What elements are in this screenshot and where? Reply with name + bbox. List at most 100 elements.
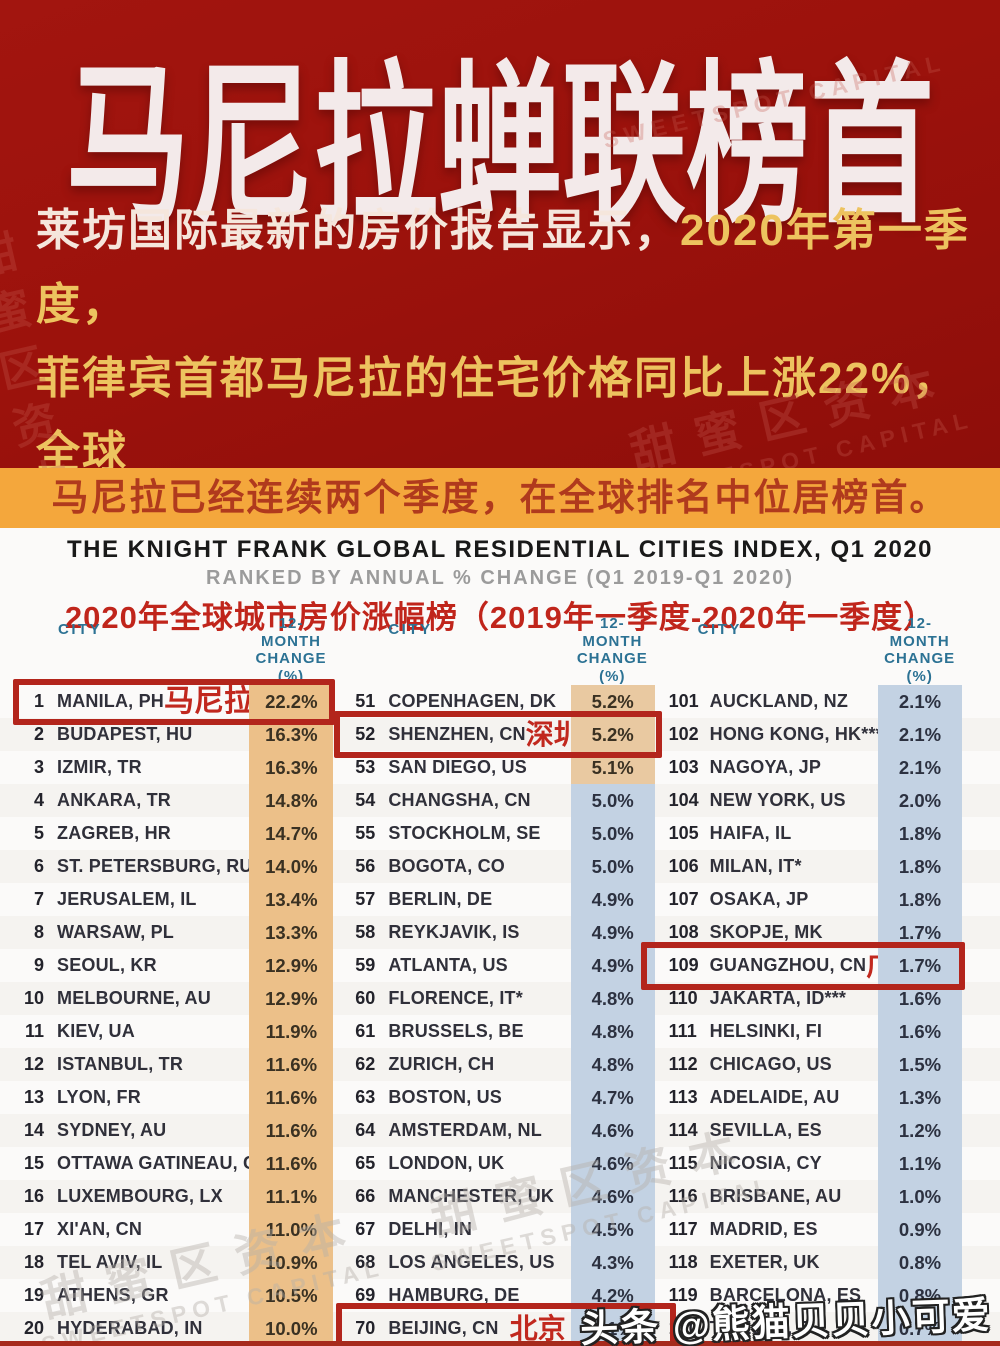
table-row: 7 JERUSALEM, IL 13.4% [0, 883, 334, 916]
change-cell: 1.5% [877, 1048, 962, 1081]
table-row: 19 ATHENS, GR 10.5% [0, 1279, 334, 1312]
change-cell: 1.8% [877, 850, 962, 883]
city-cell: HAIFA, IL [709, 823, 792, 843]
table-row: 112 CHICAGO, US 1.5% [666, 1048, 1000, 1081]
rank-cell: 11 [24, 1021, 44, 1041]
city-cell: BRUSSELS, BE [388, 1021, 524, 1041]
rank-cell: 108 [668, 922, 699, 942]
row-city-group: 102 HONG KONG, HK*** [667, 718, 883, 751]
change-cell: 2.1% [877, 751, 962, 784]
change-cell: 14.0% [249, 850, 334, 883]
rank-cell: 115 [668, 1153, 698, 1173]
change-cell: 12.9% [249, 982, 334, 1015]
row-city-group: 19 ATHENS, GR [0, 1279, 249, 1312]
table-row: 13 LYON, FR 11.6% [0, 1081, 334, 1114]
rank-cell: 57 [355, 889, 376, 909]
rank-cell: 16 [23, 1186, 44, 1206]
change-column-header: 12- MONTH CHANGE (%) [860, 615, 980, 685]
table-row: 67 DELHI, IN 4.5% [333, 1213, 666, 1246]
rank-cell: 51 [355, 691, 376, 711]
city-cell: BEIJING, CN [388, 1318, 499, 1338]
rank-cell: 69 [355, 1285, 376, 1305]
city-cell: REYKJAVIK, IS [388, 922, 520, 942]
row-city-group: 108 SKOPJE, MK [667, 916, 878, 949]
city-cell: ZURICH, CH [388, 1054, 495, 1074]
table-row: 59 ATLANTA, US 4.9% [333, 949, 666, 982]
table-row: 56 BOGOTA, CO 5.0% [333, 850, 667, 883]
city-cell: LUXEMBOURG, LX [57, 1186, 223, 1206]
intro-line1-part2: 2020年第一季度， [36, 206, 970, 329]
row-city-group: 68 LOS ANGELES, US [333, 1246, 570, 1279]
change-cell: 1.0% [877, 1180, 962, 1213]
ranking-column-51-70: CITY 12- MONTH CHANGE (%) 51 COPENHAGEN, DK… [333, 615, 676, 1346]
row-city-group: 66 MANCHESTER, UK [333, 1180, 570, 1213]
row-city-group: 104 NEW YORK, US [667, 784, 878, 817]
row-city-group: 10 MELBOURNE, AU [0, 982, 249, 1015]
city-cell: SAN DIEGO, US [388, 757, 527, 777]
change-cell: 4.9% [570, 949, 655, 982]
rank-cell: 105 [668, 823, 699, 843]
table-row: 60 FLORENCE, IT* 4.8% [333, 982, 667, 1015]
change-header-line: MONTH [889, 632, 950, 650]
change-cell: 0.9% [877, 1213, 962, 1246]
change-cell: 4.8% [570, 982, 655, 1015]
city-cell: BUDAPEST, HU [57, 724, 193, 744]
rank-cell: 107 [668, 889, 699, 909]
row-city-group: 2 BUDAPEST, HU [0, 718, 249, 751]
rank-cell: 1 [33, 691, 44, 711]
rank-cell: 15 [23, 1153, 44, 1173]
change-cell: 4.3% [570, 1246, 655, 1279]
change-column-header: 12- MONTH CHANGE (%) [231, 615, 351, 685]
row-city-group: 51 COPENHAGEN, DK [333, 685, 570, 718]
change-cell: 1.2% [877, 1114, 962, 1147]
city-cell: ISTANBUL, TR [57, 1054, 184, 1074]
table-row: 52 SHENZHEN, CN 深圳 5.2% [333, 711, 667, 758]
city-cell: LYON, FR [57, 1087, 141, 1107]
change-cell: 1.3% [877, 1081, 962, 1114]
row-city-group: 56 BOGOTA, CO [333, 850, 570, 883]
row-city-group: 11 KIEV, UA [0, 1015, 249, 1048]
rank-cell: 109 [668, 955, 699, 975]
rank-cell: 19 [23, 1285, 44, 1305]
change-cell: 10.9% [249, 1246, 334, 1279]
table-row: 18 TEL AVIV, IL 10.9% [0, 1246, 334, 1279]
city-cell: AMSTERDAM, NL [388, 1120, 542, 1140]
rank-cell: 20 [23, 1318, 44, 1338]
rank-cell: 114 [668, 1120, 698, 1140]
city-cell: EXETER, UK [709, 1252, 820, 1272]
row-city-group: 65 LONDON, UK [333, 1147, 570, 1180]
row-city-group: 3 IZMIR, TR [0, 751, 249, 784]
table-row: 108 SKOPJE, MK 1.7% [666, 916, 1000, 949]
city-cell: MADRID, ES [709, 1219, 818, 1239]
row-city-group: 116 BRISBANE, AU [667, 1180, 878, 1213]
rank-cell: 9 [33, 955, 44, 975]
change-cell: 11.6% [249, 1147, 334, 1180]
rank-cell: 52 [355, 724, 376, 744]
row-city-group: 117 MADRID, ES [667, 1213, 878, 1246]
rank-cell: 112 [668, 1054, 698, 1074]
city-cell: ATLANTA, US [388, 955, 508, 975]
row-city-group: 118 EXETER, UK [667, 1246, 878, 1279]
rank-cell: 65 [355, 1153, 376, 1173]
row-city-group: 70 BEIJING, CN 北京 [333, 1312, 570, 1345]
row-city-group: 6 ST. PETERSBURG, RU [0, 850, 252, 883]
row-city-group: 119 BARCELONA, ES [667, 1279, 878, 1312]
table-row: 107 OSAKA, JP 1.8% [667, 883, 1000, 916]
row-city-group: 113 ADELAIDE, AU [667, 1081, 878, 1114]
row-city-group: 15 OTTAWA GATINEAU, CA [0, 1147, 269, 1180]
city-cell: ZAGREB, HR [57, 823, 171, 843]
city-cell: SYDNEY, AU [57, 1120, 167, 1140]
table-row: 1 MANILA, PH 马尼拉 22.2% [0, 679, 336, 725]
rank-cell: 12 [23, 1054, 44, 1074]
city-cell: CHICAGO, US [709, 1054, 832, 1074]
row-city-group: 109 GUANGZHOU, CN 广州 [667, 949, 923, 982]
table-row: 16 LUXEMBOURG, LX 11.1% [0, 1180, 334, 1213]
change-cell: 16.3% [249, 718, 334, 751]
city-cell: STOCKHOLM, SE [388, 823, 541, 843]
city-cell: FLORENCE, IT* [388, 988, 523, 1008]
row-city-group: 8 WARSAW, PL [0, 916, 249, 949]
row-city-group: 64 AMSTERDAM, NL [333, 1114, 570, 1147]
change-cell: 13.3% [249, 916, 334, 949]
ranking-rows-51-70: 51 COPENHAGEN, DK 5.2% 52 SHENZHEN, CN 深… [333, 685, 676, 1346]
row-city-group: 53 SAN DIEGO, US [333, 751, 570, 784]
